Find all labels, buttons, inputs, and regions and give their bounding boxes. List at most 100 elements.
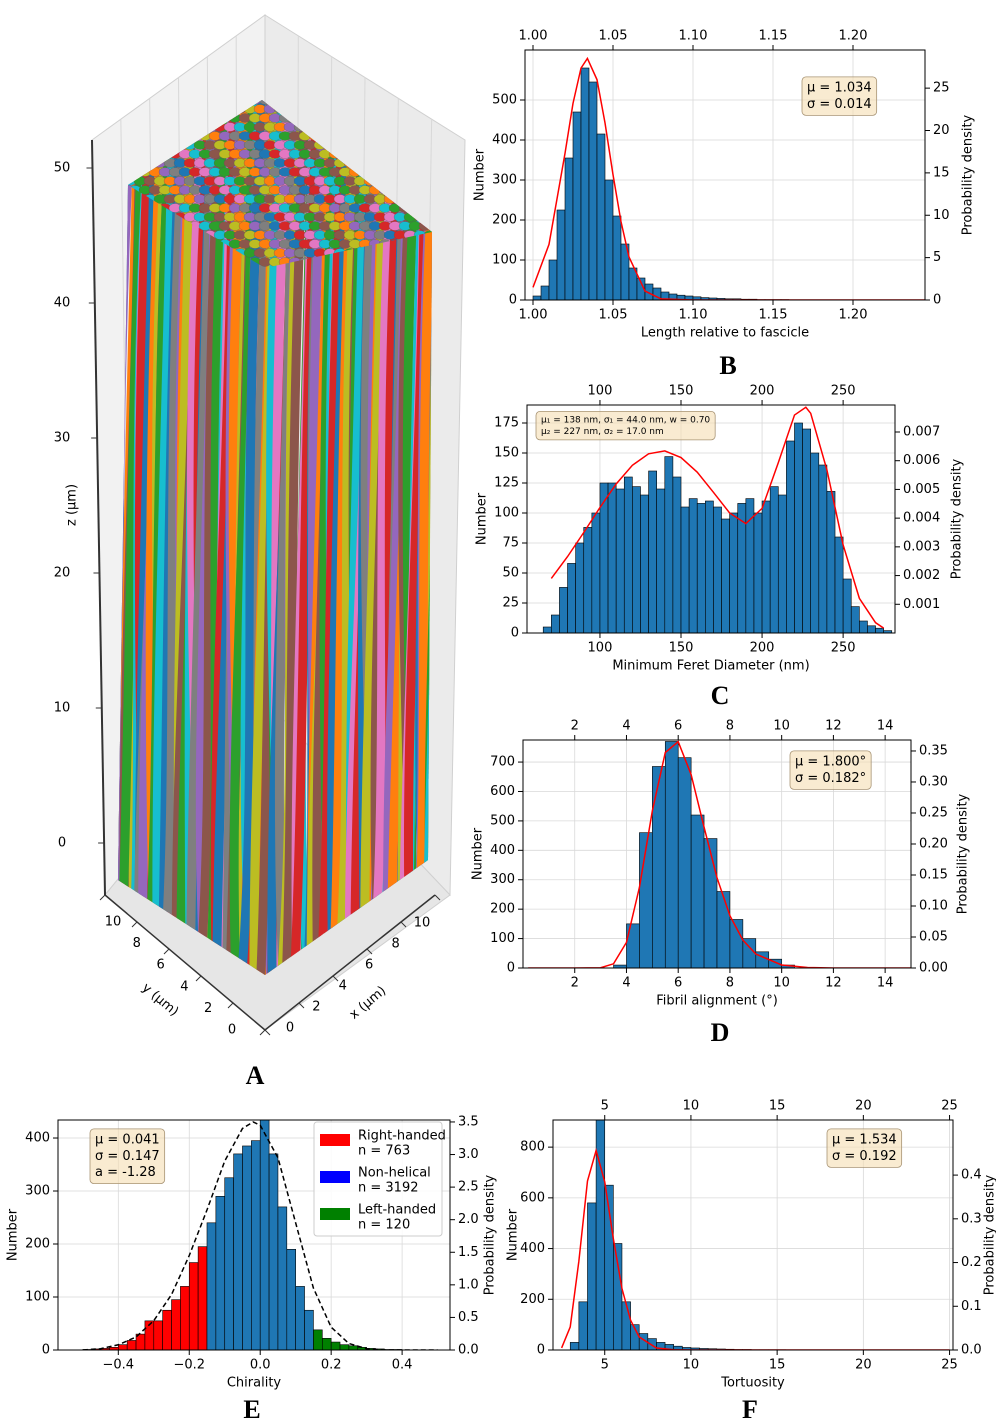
- y-tick-label: 600: [490, 784, 515, 799]
- y2-tick-label: 0.5: [458, 1310, 479, 1325]
- histogram-bar: [233, 1153, 243, 1350]
- plot-area: [527, 405, 895, 633]
- plot-frame: [526, 404, 896, 634]
- fit-curve: [532, 56, 925, 300]
- x-tick-label: 15: [769, 1358, 786, 1373]
- fiber-end: [418, 100, 432, 105]
- x-tick-label: 100: [588, 641, 613, 656]
- y-tick: [259, 1029, 266, 1036]
- histogram-bar: [640, 494, 649, 633]
- x-axis: [264, 894, 436, 1031]
- x-tick-label: 20: [855, 1358, 872, 1373]
- z-tick-label: 40: [54, 296, 71, 311]
- y-tick-label: 400: [25, 1131, 50, 1146]
- y-tick-label: 0: [509, 293, 517, 308]
- histogram-bar: [672, 476, 682, 633]
- fiber-end: [434, 105, 446, 114]
- histogram-bar: [753, 512, 763, 633]
- y2-tick-label: 0.004: [903, 511, 940, 526]
- histogram-bar: [548, 259, 558, 300]
- panel-label: E: [243, 1395, 260, 1424]
- y-tick-label: 300: [25, 1184, 50, 1199]
- y2-tick-label: 0.3: [961, 1211, 982, 1226]
- y-tick-label: 4: [180, 979, 188, 994]
- histogram-bar: [569, 1342, 580, 1350]
- x-tick-label: 6: [365, 958, 373, 973]
- histogram-bar: [768, 958, 782, 968]
- y2-tick-label: 2.0: [458, 1212, 479, 1227]
- x2-tick-label: 5: [601, 1099, 609, 1114]
- x2-tick-label: 12: [825, 719, 842, 734]
- x2-tick-label: 1.00: [519, 29, 548, 44]
- histogram-bar: [867, 625, 876, 633]
- x-tick-label: −0.2: [173, 1358, 205, 1373]
- annotation-box: [789, 750, 872, 790]
- histogram-bar: [564, 157, 574, 300]
- annotation-text: σ = 0.147: [95, 1149, 160, 1164]
- x2-tick-label: 1.15: [759, 29, 788, 44]
- histogram-bar: [286, 1249, 296, 1350]
- y2-tick-label: 0.30: [919, 774, 948, 789]
- legend-count: n = 3192: [358, 1181, 418, 1196]
- annotation-text: μ₂ = 227 nm, σ₂ = 17.0 nm: [541, 427, 664, 437]
- x-tick-label: 250: [831, 641, 856, 656]
- histogram-bar: [575, 542, 585, 633]
- x2-tick-label: 25: [941, 1099, 958, 1114]
- fiber: [152, 100, 178, 975]
- y-tick-label: 100: [494, 506, 519, 521]
- histogram-bar: [607, 482, 617, 633]
- x2-tick-label: 150: [669, 384, 694, 399]
- fiber-end: [128, 100, 132, 105]
- y-tick-label: 0: [511, 626, 519, 641]
- x-tick: [264, 1029, 271, 1036]
- x-tick-label: 2: [571, 976, 579, 991]
- histogram-bar: [259, 1120, 270, 1350]
- y2-tick-label: 0.15: [919, 867, 948, 882]
- fiber: [194, 100, 227, 975]
- histogram-bar: [664, 456, 674, 633]
- y2-tick-label: 0.10: [919, 898, 948, 913]
- y2-tick-label: 3.0: [458, 1147, 479, 1162]
- x-axis-label: x (μm): [347, 983, 390, 1022]
- histogram-bar: [802, 428, 812, 633]
- x2-tick-label: 100: [588, 384, 613, 399]
- y-tick-label: 800: [520, 1140, 545, 1155]
- histogram-bar: [242, 1145, 252, 1350]
- fiber-end: [408, 100, 422, 105]
- histogram-bar: [794, 422, 803, 633]
- histogram-bar: [810, 452, 820, 633]
- y-tick-label: 75: [502, 536, 519, 551]
- x2-tick-label: 10: [773, 719, 790, 734]
- x2-tick-label: 1.20: [839, 29, 868, 44]
- histogram-bar: [705, 500, 714, 633]
- y-axis: [104, 894, 266, 1031]
- histogram-bar: [648, 470, 657, 633]
- histogram-bar: [567, 563, 576, 633]
- y2-tick-label: 0.20: [919, 836, 948, 851]
- y2-axis-label: Probability density: [483, 1174, 498, 1295]
- y-axis-label: Number: [6, 1208, 21, 1261]
- histogram-bar: [277, 1206, 288, 1350]
- histogram-bar: [118, 1344, 128, 1350]
- legend-label: Right-handed: [358, 1129, 446, 1144]
- histogram-bar: [777, 494, 787, 633]
- histogram-bar: [559, 587, 568, 633]
- fiber: [185, 100, 216, 975]
- x2-tick-label: 14: [877, 719, 894, 734]
- y-tick: [131, 921, 138, 928]
- histogram-bar: [677, 757, 692, 968]
- annotation-box: [801, 76, 878, 116]
- y2-tick-label: 0.2: [961, 1255, 982, 1270]
- y2-tick-label: 0.0: [458, 1343, 479, 1358]
- annotation-text: μ = 1.534: [832, 1133, 897, 1148]
- panel-label: B: [719, 351, 736, 380]
- legend-count: n = 763: [358, 1144, 410, 1159]
- histogram-bar: [540, 285, 550, 300]
- x2-tick-label: 15: [769, 1099, 786, 1114]
- fit-curve: [560, 1147, 950, 1350]
- x2-tick-label: 1.10: [679, 29, 708, 44]
- z-tick-label: 50: [54, 161, 71, 176]
- fiber: [157, 100, 191, 975]
- histogram-bar: [215, 1196, 226, 1350]
